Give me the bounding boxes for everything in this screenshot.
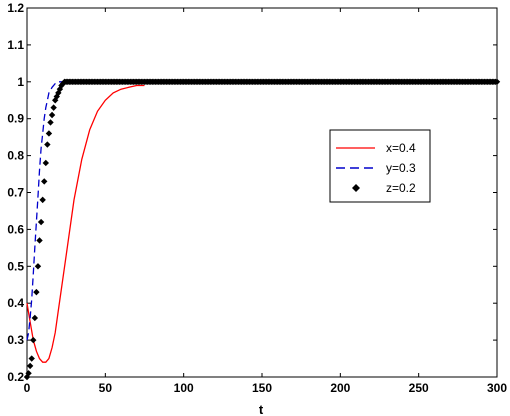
data-point-z (48, 111, 56, 119)
series-layer (23, 78, 501, 381)
data-point-z (26, 362, 34, 370)
x-tick-label: 250 (409, 381, 429, 395)
x-tick-label: 100 (174, 381, 194, 395)
legend-box (329, 129, 431, 203)
data-point-z (28, 355, 35, 362)
x-tick-label: 50 (99, 381, 113, 395)
data-point-z (33, 288, 40, 296)
legend-label-z: z=0.2 (386, 181, 416, 195)
y-tick-label: 0.9 (7, 112, 24, 126)
y-tick-label: 0.5 (7, 259, 24, 273)
data-point-z (45, 130, 53, 137)
x-tick-label: 0 (24, 381, 31, 395)
data-point-z (52, 97, 59, 104)
y-axis: 0.2 0.3 0.4 0.5 0.6 0.7 0.8 0.9 1 1.1 1.2 (7, 1, 497, 384)
y-tick-label: 1.1 (7, 38, 24, 52)
data-point-z (34, 263, 42, 270)
series-line-x (26, 84, 145, 363)
data-point-z (47, 119, 54, 126)
y-tick-label: 1 (17, 75, 24, 89)
series-line-y (26, 81, 74, 341)
y-tick-label: 0.4 (7, 296, 24, 310)
legend: x=0.4 y=0.3 z=0.2 (329, 129, 431, 203)
data-point-z (55, 89, 62, 97)
data-point-z (39, 196, 46, 204)
data-point-z (25, 370, 32, 377)
y-tick-label: 0.2 (7, 370, 24, 384)
data-point-z (41, 178, 48, 185)
x-tick-label: 200 (330, 381, 350, 395)
y-tick-label: 0.3 (7, 333, 24, 347)
data-point-z (42, 159, 49, 167)
legend-label-y: y=0.3 (386, 161, 416, 175)
data-point-z (44, 141, 51, 148)
data-point-z (37, 218, 45, 226)
y-tick-label: 0.8 (7, 149, 24, 163)
x-axis-label: t (259, 402, 264, 416)
y-tick-label: 1.2 (7, 1, 24, 15)
y-tick-label: 0.6 (7, 222, 24, 236)
x-tick-label: 300 (487, 381, 507, 395)
legend-label-x: x=0.4 (386, 141, 416, 155)
x-axis: 0 50 100 150 200 250 300 (24, 8, 507, 395)
data-point-z (30, 336, 37, 344)
x-tick-label: 150 (252, 381, 272, 395)
data-point-z (31, 314, 39, 322)
y-tick-label: 0.7 (7, 186, 24, 200)
legend-swatch-z (352, 184, 360, 192)
data-point-z (36, 237, 43, 244)
data-point-z (53, 93, 60, 100)
data-point-z (493, 78, 501, 85)
data-point-z (50, 104, 57, 111)
